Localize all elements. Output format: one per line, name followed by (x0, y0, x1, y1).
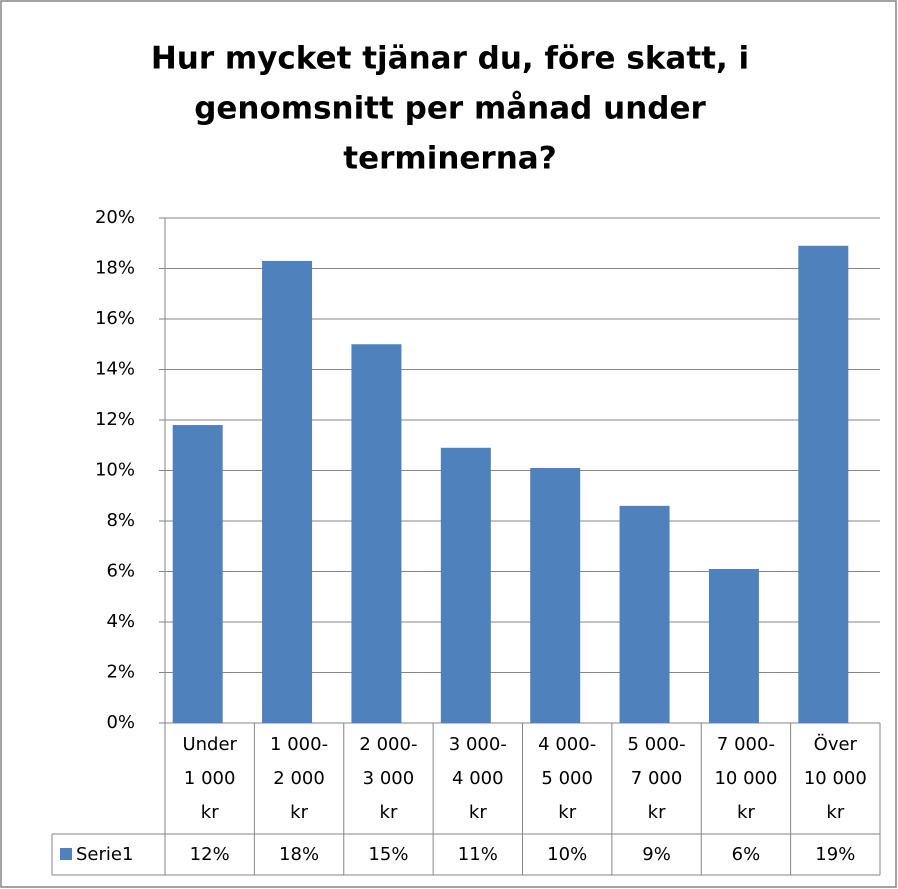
y-tick-label: 20% (95, 207, 135, 228)
x-tick-label: Över (814, 733, 858, 755)
x-tick-label: 7 000 (631, 768, 683, 789)
chart-title: genomsnitt per månad under (194, 91, 706, 127)
x-tick-label: 5 000- (628, 734, 686, 755)
x-tick-label: 3 000- (449, 734, 507, 755)
data-label: 15% (368, 844, 408, 865)
x-tick-label: 1 000 (184, 768, 236, 789)
chart-title: terminerna? (343, 141, 556, 177)
y-tick-label: 16% (95, 308, 135, 329)
data-label: 10% (547, 844, 587, 865)
x-tick-label: 7 000- (717, 734, 775, 755)
data-label: 18% (279, 844, 319, 865)
x-tick-label: 10 000 (804, 768, 867, 789)
x-tick-label: kr (826, 802, 844, 823)
x-tick-label: 2 000- (359, 734, 417, 755)
data-label: 9% (642, 844, 671, 865)
legend-label: Serie1 (76, 844, 133, 865)
x-tick-label: 3 000 (363, 768, 415, 789)
x-tick-label: 5 000 (541, 768, 593, 789)
x-tick-label: kr (201, 802, 219, 823)
x-tick-label: 10 000 (714, 768, 777, 789)
data-label: 6% (732, 844, 761, 865)
bar (351, 344, 402, 723)
y-tick-label: 12% (95, 409, 135, 430)
legend-key (60, 848, 72, 860)
x-tick-label: kr (648, 802, 666, 823)
x-tick-label: kr (558, 802, 576, 823)
data-label: 19% (815, 844, 855, 865)
y-tick-label: 10% (95, 460, 135, 481)
bar (708, 568, 759, 723)
x-tick-label: 4 000- (538, 734, 596, 755)
bar (440, 447, 491, 723)
x-tick-label: 2 000 (273, 768, 325, 789)
y-tick-label: 18% (95, 258, 135, 279)
data-label: 12% (190, 844, 230, 865)
y-tick-label: 8% (106, 510, 135, 531)
x-tick-label: Under (182, 734, 237, 755)
x-tick-label: 1 000- (270, 734, 328, 755)
y-tick-label: 6% (106, 561, 135, 582)
bar (619, 505, 670, 723)
bar (262, 260, 313, 723)
y-tick-label: 4% (106, 611, 135, 632)
x-tick-label: kr (290, 802, 308, 823)
bar (530, 467, 581, 723)
y-tick-label: 2% (106, 662, 135, 683)
chart-title: Hur mycket tjänar du, före skatt, i (151, 41, 749, 77)
x-tick-label: kr (469, 802, 487, 823)
y-tick-label: 0% (106, 712, 135, 733)
x-tick-label: 4 000 (452, 768, 504, 789)
bar (798, 245, 849, 723)
bar (172, 425, 223, 723)
x-tick-label: kr (737, 802, 755, 823)
x-tick-label: kr (380, 802, 398, 823)
data-label: 11% (458, 844, 498, 865)
y-tick-label: 14% (95, 359, 135, 380)
